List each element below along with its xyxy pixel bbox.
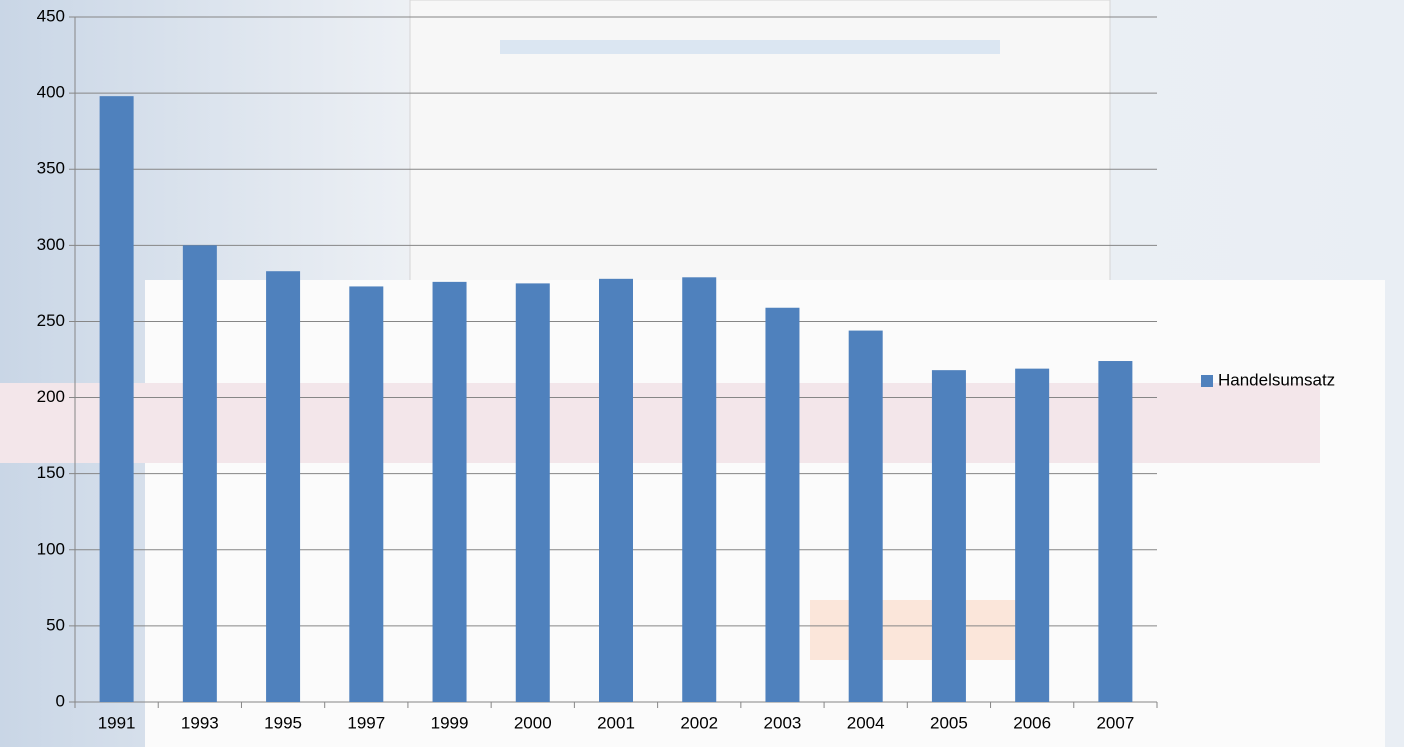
y-tick-label: 300 — [37, 235, 65, 254]
bar — [765, 308, 799, 702]
bar — [433, 282, 467, 702]
bar — [266, 271, 300, 702]
page: {"chart_data": {"type": "bar", "categori… — [0, 0, 1404, 747]
x-tick-label: 2000 — [514, 713, 552, 732]
x-tick-label: 1999 — [431, 713, 469, 732]
bar — [183, 245, 217, 702]
chart: 0 50 100 150 200 250 300 350 400 450 Handelsumsatz… — [0, 0, 1404, 747]
y-tick-label: 50 — [46, 615, 65, 634]
bar — [349, 286, 383, 702]
x-tick-label: 1997 — [347, 713, 385, 732]
y-tick-label: 450 — [37, 6, 65, 25]
y-tick-label: 0 — [56, 691, 65, 710]
y-tick-label: 100 — [37, 539, 65, 558]
legend-swatch — [1201, 375, 1213, 387]
bar — [1098, 361, 1132, 702]
y-tick-label: 350 — [37, 159, 65, 178]
x-tick-label: 1993 — [181, 713, 219, 732]
bar — [516, 283, 550, 702]
y-tick-label: 150 — [37, 463, 65, 482]
bar — [932, 370, 966, 702]
x-tick-label: 2004 — [847, 713, 885, 732]
x-tick-label: 1995 — [264, 713, 302, 732]
x-tick-label: 2001 — [597, 713, 635, 732]
bar — [599, 279, 633, 702]
x-tick-label: 2006 — [1013, 713, 1051, 732]
x-tick-label: 2003 — [764, 713, 802, 732]
y-tick-label: 200 — [37, 387, 65, 406]
y-tick-label: 250 — [37, 311, 65, 330]
bar — [100, 96, 134, 702]
legend-label: Handelsumsatz — [1218, 370, 1335, 389]
x-tick-label: 2007 — [1096, 713, 1134, 732]
y-tick-label: 400 — [37, 83, 65, 102]
bar — [1015, 369, 1049, 702]
x-tick-label: 2002 — [680, 713, 718, 732]
x-tick-label: 1991 — [98, 713, 136, 732]
bar — [849, 331, 883, 702]
x-tick-label: 2005 — [930, 713, 968, 732]
bar — [682, 277, 716, 702]
